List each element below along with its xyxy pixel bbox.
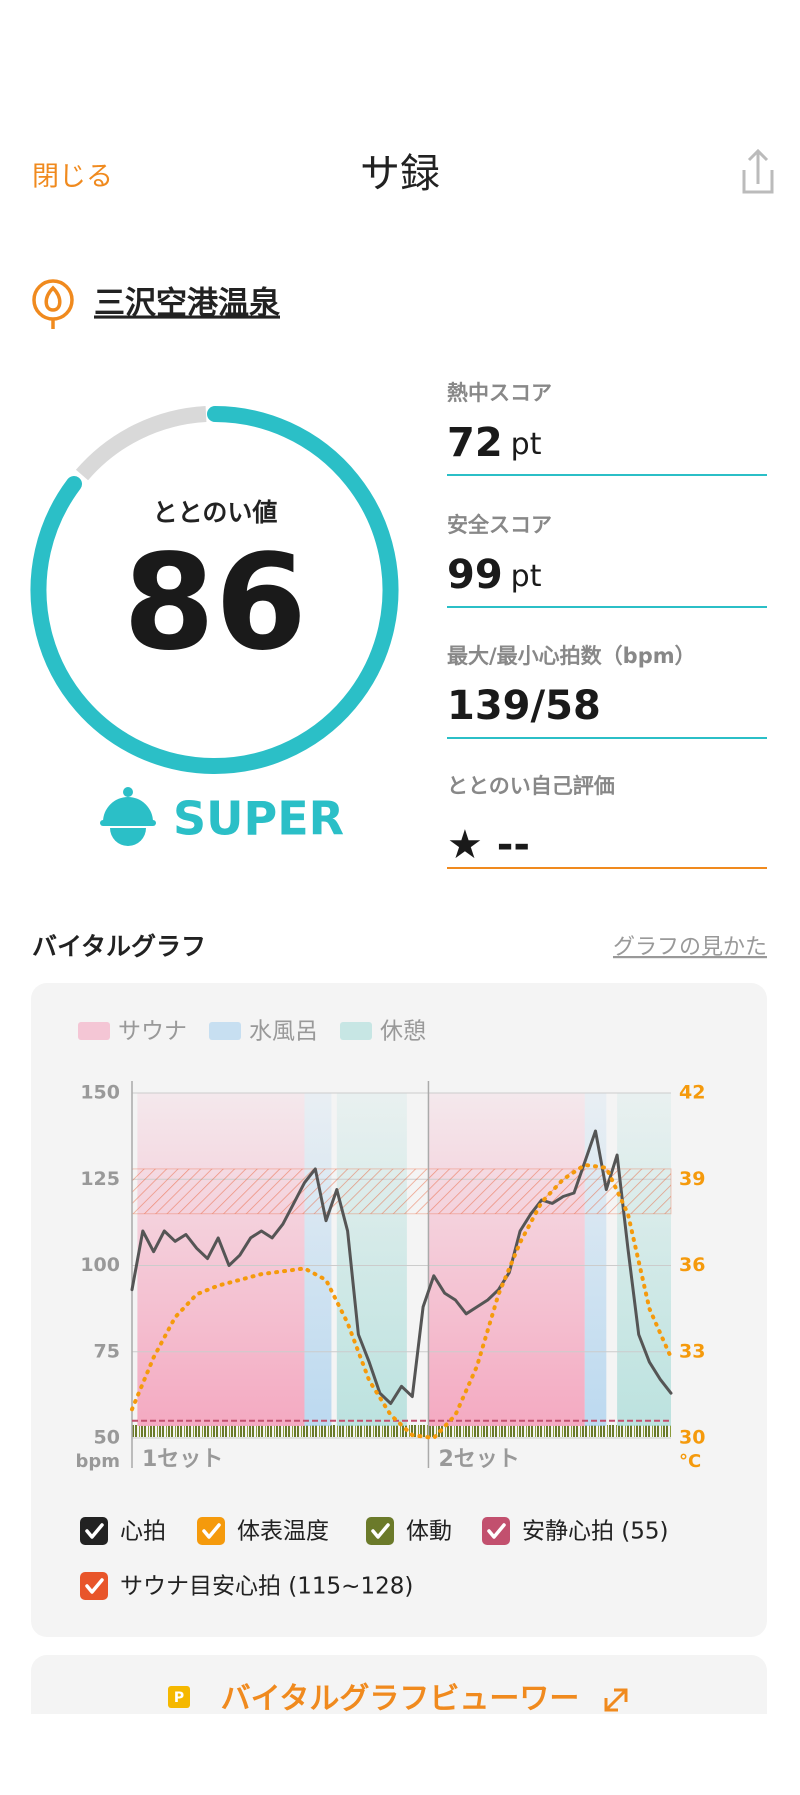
rank-icon — [100, 787, 156, 846]
chart: サウナ 水風呂 休憩 50 75 100 125 150 30 33 36 39 42 bpm °C 1セット… — [75, 1019, 705, 1600]
y-tick-label: 150 — [80, 1082, 120, 1104]
y-tick-label: 125 — [80, 1168, 120, 1190]
legend-checkbox[interactable] — [366, 1517, 394, 1545]
set-label: 1セット — [142, 1447, 223, 1472]
viewer-icon — [168, 1686, 190, 1708]
series-line — [130, 1162, 673, 1440]
legend-label: 体表温度 — [237, 1519, 329, 1545]
phase-band — [336, 1093, 407, 1426]
legend-checkbox[interactable] — [80, 1517, 108, 1545]
stat-label: 熱中スコア — [447, 381, 552, 405]
help-link[interactable]: グラフの見かた — [613, 935, 767, 960]
expand-icon — [604, 1688, 628, 1712]
y-tick-label: 100 — [80, 1254, 120, 1276]
legend-check — [487, 1523, 506, 1539]
zone-legend-label: 水風呂 — [249, 1019, 318, 1045]
phase-band — [617, 1093, 671, 1426]
zone-legend-swatch — [78, 1022, 110, 1040]
stat-label: 最大/最小心拍数（bpm） — [447, 644, 696, 668]
y2-tick-label: 36 — [679, 1254, 705, 1276]
page-title: サ録 — [360, 151, 440, 197]
phase-band — [428, 1093, 585, 1426]
stat-value-row: 72 pt — [447, 420, 542, 466]
stat-value: 72 — [447, 420, 503, 466]
viewer-icon-letter: P — [174, 1690, 184, 1706]
phase-band — [584, 1093, 607, 1426]
close-button[interactable]: 閉じる — [32, 162, 113, 193]
stat-value-row: 139/58 — [447, 683, 601, 729]
stat-value: ★ -- — [447, 822, 530, 868]
legend-label: 安静心拍 (55) — [522, 1519, 669, 1545]
phase-band — [137, 1093, 305, 1426]
share-icon[interactable] — [742, 148, 774, 194]
series-line — [130, 1129, 673, 1405]
zone-legend-label: 休憩 — [380, 1019, 426, 1045]
legend-check — [202, 1523, 221, 1539]
phase-band — [304, 1093, 332, 1426]
score-ring — [30, 406, 399, 774]
y2-tick-label: 30 — [679, 1427, 705, 1449]
zone-legend-label: サウナ — [118, 1019, 187, 1045]
bottom-mask — [0, 1714, 800, 1795]
stat-value-row: 99 pt — [447, 552, 542, 598]
venue-name[interactable]: 三沢空港温泉 — [94, 286, 280, 322]
legend-check — [85, 1578, 104, 1594]
legend-checkbox[interactable] — [482, 1517, 510, 1545]
score-value: 86 — [123, 526, 307, 680]
legend-label: 体動 — [406, 1519, 452, 1545]
rank: SUPER — [173, 792, 344, 846]
stat-label: ととのい自己評価 — [447, 774, 615, 798]
zone-legend-swatch — [209, 1022, 241, 1040]
movement-strip — [132, 1425, 671, 1437]
legend-checkbox[interactable] — [80, 1572, 108, 1600]
set-label: 2セット — [438, 1447, 519, 1472]
legend-check — [371, 1523, 390, 1539]
stat-value-row: ★ -- — [447, 822, 530, 868]
y2-tick-label: 33 — [679, 1340, 705, 1362]
legend-checkbox[interactable] — [197, 1517, 225, 1545]
y2-tick-label: 42 — [679, 1082, 705, 1104]
target-band — [131, 1168, 672, 1215]
stat-label: 安全スコア — [447, 513, 552, 537]
stat-value: 139/58 — [447, 683, 601, 729]
stat-value: 99 — [447, 552, 503, 598]
y2-tick-label: 39 — [679, 1168, 705, 1190]
y2-unit: °C — [679, 1451, 701, 1472]
viewer-button[interactable]: バイタルグラフビューワー — [221, 1682, 580, 1717]
legend-label: 心拍 — [120, 1519, 166, 1545]
zone-legend-swatch — [340, 1022, 372, 1040]
stat-unit: pt — [511, 559, 542, 594]
venue-icon — [32, 279, 74, 329]
score-label: ととのい値 — [153, 498, 278, 527]
y-tick-label: 50 — [94, 1427, 120, 1449]
section-title: バイタルグラフ — [32, 932, 206, 961]
legend-label: サウナ目安心拍 (115~128) — [120, 1574, 413, 1600]
y-tick-label: 75 — [94, 1340, 120, 1362]
y-unit: bpm — [75, 1451, 120, 1472]
stat-unit: pt — [511, 427, 542, 462]
legend-check — [85, 1523, 104, 1539]
